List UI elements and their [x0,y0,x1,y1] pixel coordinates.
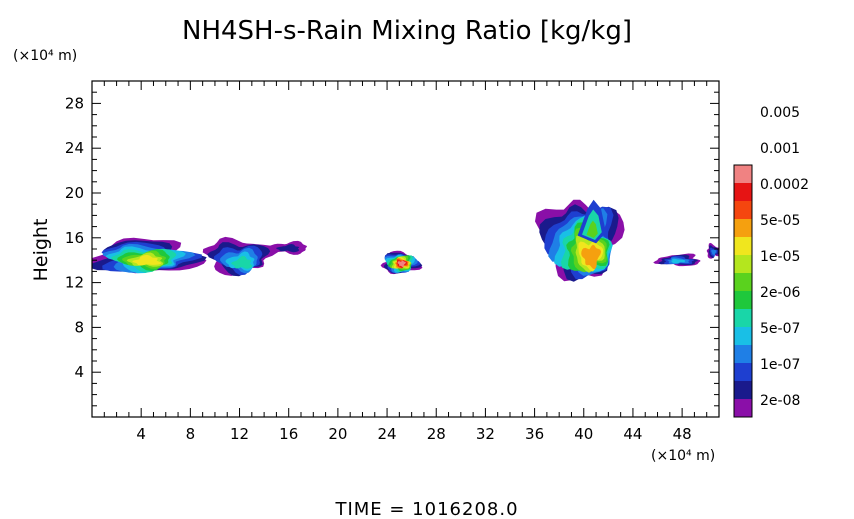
cloud-e-tower [577,199,606,244]
contour-level [581,244,602,269]
colorbar-swatch [734,399,752,417]
x-axis: 4 8 12 16 20 24 28 32 36 40 44 48 [103,81,708,443]
colorbar-swatch [734,381,752,399]
colorbar: 2e-08 1e-07 5e-07 2e-06 1e-05 5e-05 0.0002 0.00… [733,105,809,418]
contour-level [132,254,162,266]
y-tick-label: 16 [65,229,84,247]
colorbar-label: 1e-05 [760,249,800,265]
cloud-g [706,242,719,259]
x-tick-label: 8 [186,425,196,443]
cloud-f [653,253,701,267]
colorbar-swatch [734,201,752,219]
contour-level [276,244,300,253]
colorbar-swatch [734,219,752,237]
colorbar-swatch [734,255,752,273]
y-axis: 4 8 12 16 20 24 28 [65,91,719,407]
colorbar-label: 5e-07 [760,321,800,337]
colorbar-swatch [734,345,752,363]
time-footer: TIME = 1016208.0 [334,499,518,519]
plot-frame [91,80,720,418]
colorbar-frame [733,164,753,418]
x-tick-label: 32 [476,425,495,443]
colorbar-swatch [734,309,752,327]
colorbar-label: 2e-08 [760,393,800,409]
contour-level [670,258,686,264]
colorbar-swatch [734,327,752,345]
chart-title: NH4SH-s-Rain Mixing Ratio [kg/kg] [182,16,632,46]
y-tick-label: 28 [65,94,84,112]
colorbar-swatch [734,183,752,201]
colorbar-label: 0.001 [760,141,800,157]
y-tick-label: 20 [65,184,84,202]
x-tick-label: 4 [136,425,146,443]
contour-level [711,249,717,256]
colorbar-label: 2e-06 [760,285,800,301]
x-tick-label: 48 [673,425,692,443]
colorbar-label: 1e-07 [760,357,800,373]
contour-level [397,260,406,267]
y-tick-label: 4 [74,363,84,381]
y-axis-label: Height [30,219,52,282]
colorbar-swatch [734,291,752,309]
colorbar-swatch [734,363,752,381]
x-tick-label: 24 [378,425,397,443]
y-axis-unit: (×10⁴ m) [13,48,77,64]
x-tick-label: 40 [574,425,593,443]
x-tick-label: 36 [525,425,544,443]
y-tick-label: 24 [65,139,84,157]
colorbar-label: 5e-05 [760,213,800,229]
x-tick-label: 44 [623,425,642,443]
x-axis-unit: (×10⁴ m) [651,448,715,464]
colorbar-label: 0.005 [760,105,800,121]
contour-fill-layer [92,199,719,282]
x-tick-label: 12 [230,425,249,443]
colorbar-swatch [734,237,752,255]
x-tick-label: 20 [328,425,347,443]
cloud-a [92,237,207,274]
cloud-d [380,250,423,275]
contour-level [231,255,253,269]
colorbar-swatch [734,165,752,183]
contour-level [586,220,598,238]
cloud-b [202,236,279,277]
colorbar-swatch [734,273,752,291]
cloud-c [267,240,307,255]
y-tick-label: 8 [74,318,84,336]
colorbar-label: 0.0002 [760,177,809,193]
x-tick-label: 28 [427,425,446,443]
y-tick-label: 12 [65,274,84,292]
cloud-e [535,199,625,282]
x-tick-label: 16 [279,425,298,443]
